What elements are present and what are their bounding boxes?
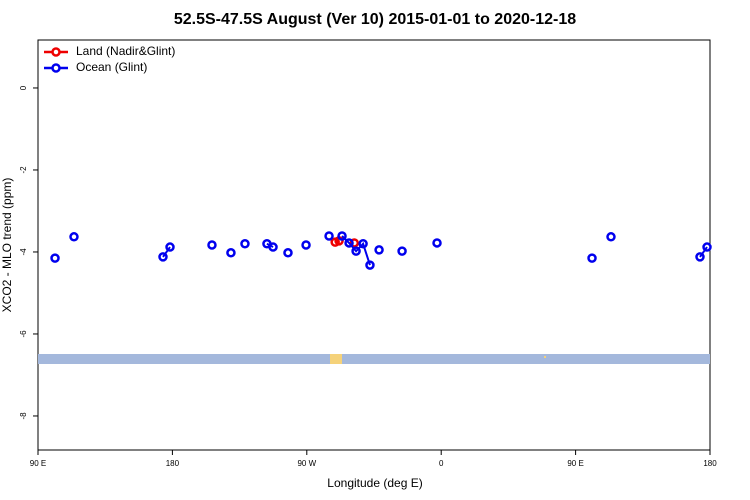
land-patch [544,356,546,358]
x-axis-label: Longitude (deg E) [327,476,422,490]
plot-frame [37,39,711,451]
data-point [374,245,384,255]
chart-title: 52.5S-47.5S August (Ver 10) 2015-01-01 t… [174,11,576,28]
data-point [344,238,354,248]
data-point [158,252,168,262]
data-point [165,242,175,252]
series-line [699,246,708,258]
data-point [207,240,217,250]
y-tick-label: -6 [19,330,28,338]
data-point [226,248,236,258]
data-point [268,242,278,252]
y-tick-label: -4 [19,248,28,256]
y-tick-label: -8 [19,412,28,420]
land-map-strip [38,354,710,364]
series-line [162,246,171,258]
data-point [69,232,79,242]
x-tick-label: 90 E [30,459,46,468]
legend-marker [51,63,61,73]
x-tick-label: 90 E [567,459,583,468]
data-point [324,231,334,241]
data-point [365,260,375,270]
x-tick-label: 180 [166,459,180,468]
data-point [358,239,368,249]
x-tick-label: 90 W [297,459,316,468]
data-point [397,246,407,256]
data-point [50,253,60,263]
data-point [606,232,616,242]
data-point [240,239,250,249]
data-point [337,231,347,241]
data-point [695,252,705,262]
data-point [349,238,360,248]
x-tick-label: 0 [439,459,444,468]
x-tick-label: 180 [703,459,717,468]
data-point [587,253,597,263]
legend-marker [51,47,61,57]
y-tick-label: 0 [19,85,28,90]
legend-label: Ocean (Glint) [76,60,147,74]
data-point [283,248,293,258]
y-tick-label: -2 [19,166,28,174]
data-point [702,242,712,252]
y-axis-label: XCO2 - MLO trend (ppm) [0,178,14,313]
legend-label: Land (Nadir&Glint) [76,44,175,58]
data-point [351,246,361,256]
data-point [432,238,442,248]
land-patch [330,354,342,364]
data-point [301,240,311,250]
